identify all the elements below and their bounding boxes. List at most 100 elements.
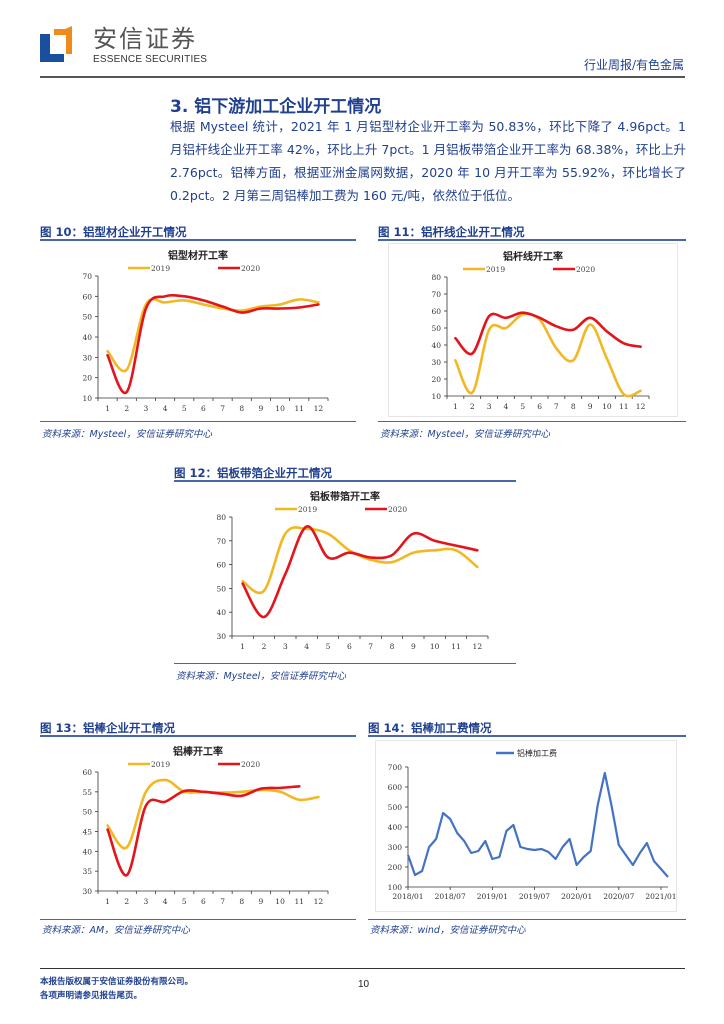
figure-11-title: 图 11：铝杆线企业开工情况 — [378, 225, 525, 239]
svg-text:20: 20 — [82, 374, 92, 383]
svg-text:6: 6 — [201, 897, 206, 906]
brand-name-cn: 安信证券 — [93, 25, 197, 53]
svg-text:4: 4 — [504, 402, 509, 411]
series-line-2019 — [106, 297, 320, 373]
series-line-2020 — [106, 785, 301, 877]
svg-text:8: 8 — [239, 897, 244, 906]
figure-13-source: 资料来源：AM，安信证券研究中心 — [42, 925, 190, 936]
svg-text:6: 6 — [537, 402, 542, 411]
footer-notice: 各项声明请参见报告尾页。 — [40, 991, 143, 1001]
svg-text:40: 40 — [431, 341, 441, 350]
svg-text:11: 11 — [294, 897, 304, 906]
series-line-2019 — [454, 312, 642, 398]
svg-text:200: 200 — [388, 863, 403, 872]
figure-11-chart: 铝杆线开工率 2019 2020 10 20 30 40 50 60 70 80 1 2 3 4 5 6 7 8 9 1… — [388, 243, 678, 417]
svg-text:80: 80 — [216, 513, 226, 522]
figure-11-source: 资料来源：Mysteel，安信证券研究中心 — [380, 429, 550, 440]
svg-text:1: 1 — [240, 642, 245, 651]
svg-text:9: 9 — [588, 402, 593, 411]
line-chart: 铝棒加工费 100 200 300 400 500 600 700 2018/01 2018/07… — [388, 748, 677, 901]
svg-text:40: 40 — [82, 847, 92, 856]
svg-text:300: 300 — [388, 843, 403, 852]
footer-copyright: 本报告版权属于安信证券股份有限公司。 — [40, 977, 194, 987]
series-line-2019 — [106, 778, 320, 850]
svg-text:9: 9 — [411, 642, 416, 651]
svg-text:2021/01: 2021/01 — [645, 892, 676, 901]
svg-text:50: 50 — [82, 808, 92, 817]
svg-text:70: 70 — [431, 290, 441, 299]
svg-text:40: 40 — [82, 333, 92, 342]
svg-text:50: 50 — [216, 584, 226, 593]
svg-text:60: 60 — [431, 307, 441, 316]
svg-text:600: 600 — [388, 783, 403, 792]
svg-text:400: 400 — [388, 823, 403, 832]
svg-text:50: 50 — [431, 324, 441, 333]
svg-text:3: 3 — [144, 404, 149, 413]
page-number: 10 — [358, 979, 370, 990]
legend-item: 2020 — [388, 505, 407, 514]
footer-disclaimer: 本报告版权属于安信证券股份有限公司。 各项声明请参见报告尾页。 — [40, 975, 193, 1003]
figure-12-source: 资料来源：Mysteel，安信证券研究中心 — [176, 671, 346, 682]
svg-text:10: 10 — [430, 642, 440, 651]
svg-text:5: 5 — [182, 897, 187, 906]
figure-11-bottom-rule — [378, 421, 686, 422]
figure-13-title: 图 13：铝棒企业开工情况 — [40, 721, 176, 735]
legend-item: 2019 — [486, 265, 505, 274]
legend-item: 2019 — [151, 760, 170, 769]
svg-text:50: 50 — [82, 313, 92, 322]
legend-item: 2019 — [298, 505, 317, 514]
svg-text:30: 30 — [431, 358, 441, 367]
section-title: 3. 铝下游加工企业开工情况 — [170, 97, 382, 117]
legend-item: 2020 — [241, 760, 260, 769]
legend-item: 2020 — [241, 264, 260, 273]
svg-text:7: 7 — [220, 897, 225, 906]
svg-text:7: 7 — [554, 402, 559, 411]
header-divider — [40, 76, 685, 78]
svg-text:4: 4 — [304, 642, 309, 651]
figure-12-chart: 铝板带箔开工率 2019 2020 30 40 50 60 70 80 1 2 3 4 5 6 7 8 9 10 11… — [174, 484, 516, 656]
svg-text:80: 80 — [431, 273, 441, 282]
figure-13-rule — [40, 735, 356, 737]
figure-12-bottom-rule — [174, 663, 516, 664]
svg-text:700: 700 — [388, 763, 403, 772]
svg-text:2018/01: 2018/01 — [392, 892, 423, 901]
svg-text:9: 9 — [259, 404, 264, 413]
svg-text:11: 11 — [451, 642, 461, 651]
figure-13-chart: 铝棒开工率 2019 2020 30 35 40 45 50 55 60 1 2 3 4 5 6 7 8 9 10 11… — [40, 739, 356, 911]
svg-text:45: 45 — [82, 828, 92, 837]
svg-text:10: 10 — [82, 394, 92, 403]
chart-title: 铝杆线开工率 — [503, 250, 563, 263]
svg-text:500: 500 — [388, 803, 403, 812]
figure-10-bottom-rule — [40, 421, 356, 422]
report-category: 行业周报/有色金属 — [583, 58, 684, 72]
svg-text:2018/07: 2018/07 — [435, 892, 466, 901]
svg-text:2: 2 — [124, 404, 129, 413]
svg-text:10: 10 — [602, 402, 612, 411]
figure-12-rule — [174, 480, 516, 482]
legend-item: 2019 — [151, 264, 170, 273]
figure-14-rule — [368, 735, 686, 737]
svg-text:7: 7 — [368, 642, 373, 651]
svg-text:11: 11 — [619, 402, 629, 411]
svg-text:60: 60 — [216, 561, 226, 570]
svg-text:2020/07: 2020/07 — [603, 892, 634, 901]
legend-item: 2020 — [576, 265, 595, 274]
series-line-2020 — [241, 525, 479, 619]
logo-icon — [40, 26, 72, 62]
svg-text:7: 7 — [220, 404, 225, 413]
chart-title: 铝型材开工率 — [168, 249, 228, 262]
svg-text:8: 8 — [239, 404, 244, 413]
series-line-2020 — [454, 311, 642, 356]
series-line-2020 — [106, 293, 320, 395]
svg-text:12: 12 — [636, 402, 646, 411]
svg-text:70: 70 — [216, 537, 226, 546]
chart-title: 铝棒开工率 — [173, 745, 223, 758]
svg-text:1: 1 — [105, 897, 110, 906]
section-paragraph: 根据 Mysteel 统计，2021 年 1 月铝型材企业开工率为 50.83%… — [170, 119, 686, 203]
svg-text:3: 3 — [283, 642, 288, 651]
series-line-2019 — [241, 526, 479, 595]
svg-text:5: 5 — [182, 404, 187, 413]
